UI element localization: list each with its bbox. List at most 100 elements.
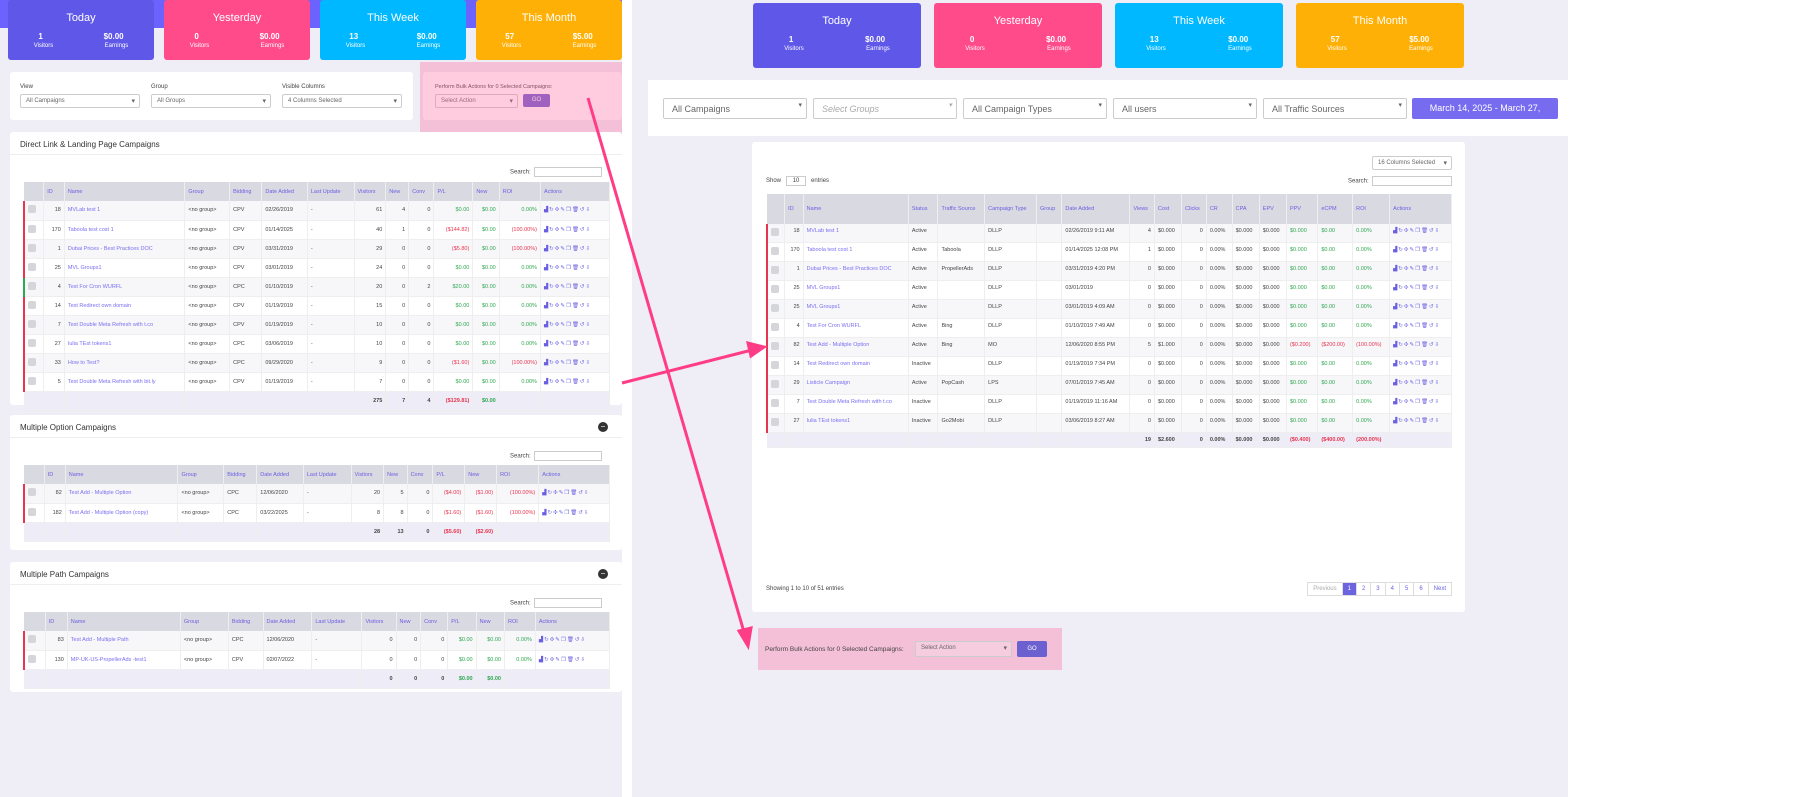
row-checkbox[interactable] [28,300,36,309]
col-header[interactable]: Group [180,612,229,631]
col-header[interactable]: Views [1129,194,1155,224]
col-header[interactable]: New [383,465,408,484]
row-actions[interactable]: ▟↻✣✎❐🗑↺⇩ [535,650,611,670]
row-checkbox-cell[interactable] [23,296,45,316]
campaign-name-link[interactable]: Test Add - Multiple Option [65,484,179,504]
campaign-name-link[interactable]: How to Test? [64,353,186,373]
row-actions[interactable]: ▟↻✣✎❐🗑↺⇩ [1389,375,1452,395]
col-header[interactable]: Actions [540,182,611,201]
collapse-icon[interactable]: − [598,422,608,432]
col-header[interactable]: Actions [535,612,611,631]
campaign-name-link[interactable]: Test Double Meta Refresh with bit.ly [64,372,186,392]
search-input[interactable] [533,451,602,461]
campaign-name-link[interactable]: Test Add - Multiple Option (copy) [65,503,179,523]
col-header[interactable]: EPV [1259,194,1287,224]
col-header[interactable]: New [472,182,500,201]
col-header[interactable]: Conv [408,182,435,201]
campaign-name-link[interactable]: Listicle Campaign [803,375,909,395]
row-checkbox-cell[interactable] [23,258,45,278]
campaign-name-link[interactable]: Test Add - Multiple Path [67,631,181,651]
col-header[interactable]: P/L [432,465,466,484]
bulk-go-button[interactable]: GO [523,94,550,107]
row-checkbox[interactable] [771,304,779,312]
row-checkbox[interactable] [771,342,779,350]
row-actions[interactable]: ▟↻✣✎❐🗑↺⇩ [538,503,610,523]
row-checkbox[interactable] [771,266,779,274]
col-header[interactable]: Last Update [311,612,363,631]
user-filter[interactable]: All users [1113,98,1257,119]
row-checkbox[interactable] [28,243,36,252]
row-checkbox[interactable] [28,205,36,214]
col-header[interactable]: Name [65,465,179,484]
campaign-name-link[interactable]: MVLab test 1 [64,201,186,221]
right-bulk-go-button[interactable]: GO [1017,641,1047,657]
col-header[interactable]: Campaign Type [984,194,1037,224]
campaign-name-link[interactable]: Test Redirect own domain [64,296,186,316]
row-checkbox[interactable] [771,228,779,236]
group-filter[interactable]: Select Groups [813,98,957,119]
col-header[interactable]: Last Update [303,465,352,484]
col-header[interactable]: Name [67,612,181,631]
campaign-name-link[interactable]: Dubai Prices - Best Practices DOC [64,239,186,259]
campaign-name-link[interactable]: Test Double Meta Refresh with t.co [803,394,909,414]
col-header[interactable]: New [396,612,422,631]
campaign-name-link[interactable]: Iulia TEst tokens1 [64,334,186,354]
row-checkbox[interactable] [28,654,36,663]
col-header[interactable]: Group [184,182,231,201]
row-checkbox-cell[interactable] [23,353,45,373]
col-header[interactable]: PPV [1286,194,1319,224]
col-header[interactable]: Visitors [361,612,397,631]
col-header[interactable]: Date Added [1061,194,1131,224]
col-header[interactable]: Group [177,465,225,484]
col-header[interactable]: ID [45,612,68,631]
row-actions[interactable]: ▟↻✣✎❐🗑↺⇩ [540,239,611,259]
row-actions[interactable]: ▟↻✣✎❐🗑↺⇩ [1389,261,1452,281]
col-header[interactable]: Date Added [263,612,313,631]
col-header[interactable] [24,182,45,201]
row-checkbox[interactable] [28,376,36,385]
date-range-picker[interactable]: March 14, 2025 - March 27, [1412,98,1558,119]
col-header[interactable]: ID [43,182,65,201]
col-header[interactable]: Group [1036,194,1063,224]
col-header[interactable]: Actions [538,465,610,484]
page-next[interactable]: Next [1427,582,1452,596]
row-checkbox[interactable] [28,319,36,328]
row-checkbox-cell[interactable] [22,503,45,523]
col-header[interactable]: Traffic Source [937,194,986,224]
search-input[interactable] [533,598,602,608]
row-checkbox-cell[interactable] [23,277,45,297]
row-checkbox[interactable] [28,281,36,290]
row-checkbox-cell[interactable] [23,239,45,259]
col-header[interactable]: Visitors [351,465,385,484]
col-header[interactable]: New [464,465,498,484]
col-header[interactable]: ROI [1352,194,1391,224]
campaign-name-link[interactable]: Taboola test cost 1 [803,242,909,262]
col-header[interactable]: ROI [496,465,540,484]
collapse-icon[interactable]: − [598,569,608,579]
search-input[interactable] [533,167,602,177]
col-header[interactable]: Date Added [261,182,308,201]
col-header[interactable]: Date Added [256,465,304,484]
row-checkbox-cell[interactable] [23,334,45,354]
col-header[interactable]: Clicks [1181,194,1207,224]
col-header[interactable]: ROI [499,182,541,201]
col-header[interactable]: New [385,182,410,201]
row-actions[interactable]: ▟↻✣✎❐🗑↺⇩ [1389,394,1452,414]
bulk-action-select[interactable]: Select Action [435,94,518,108]
col-header[interactable]: CPA [1232,194,1260,224]
row-actions[interactable]: ▟↻✣✎❐🗑↺⇩ [540,372,611,392]
row-checkbox[interactable] [771,418,779,426]
row-checkbox-cell[interactable] [22,484,45,504]
col-header[interactable]: Bidding [228,612,264,631]
row-checkbox-cell[interactable] [23,220,45,240]
view-select[interactable]: All Campaigns [20,94,140,108]
col-header[interactable]: Cost [1154,194,1183,224]
col-header[interactable]: Conv [420,612,449,631]
row-actions[interactable]: ▟↻✣✎❐🗑↺⇩ [540,353,611,373]
row-checkbox[interactable] [28,338,36,347]
columns-select[interactable]: 16 Columns Selected [1372,156,1452,170]
campaign-name-link[interactable]: Dubai Prices - Best Practices DOC [803,261,909,281]
right-bulk-action-select[interactable]: Select Action [915,641,1012,657]
col-header[interactable]: Visitors [354,182,387,201]
row-actions[interactable]: ▟↻✣✎❐🗑↺⇩ [1389,299,1452,319]
